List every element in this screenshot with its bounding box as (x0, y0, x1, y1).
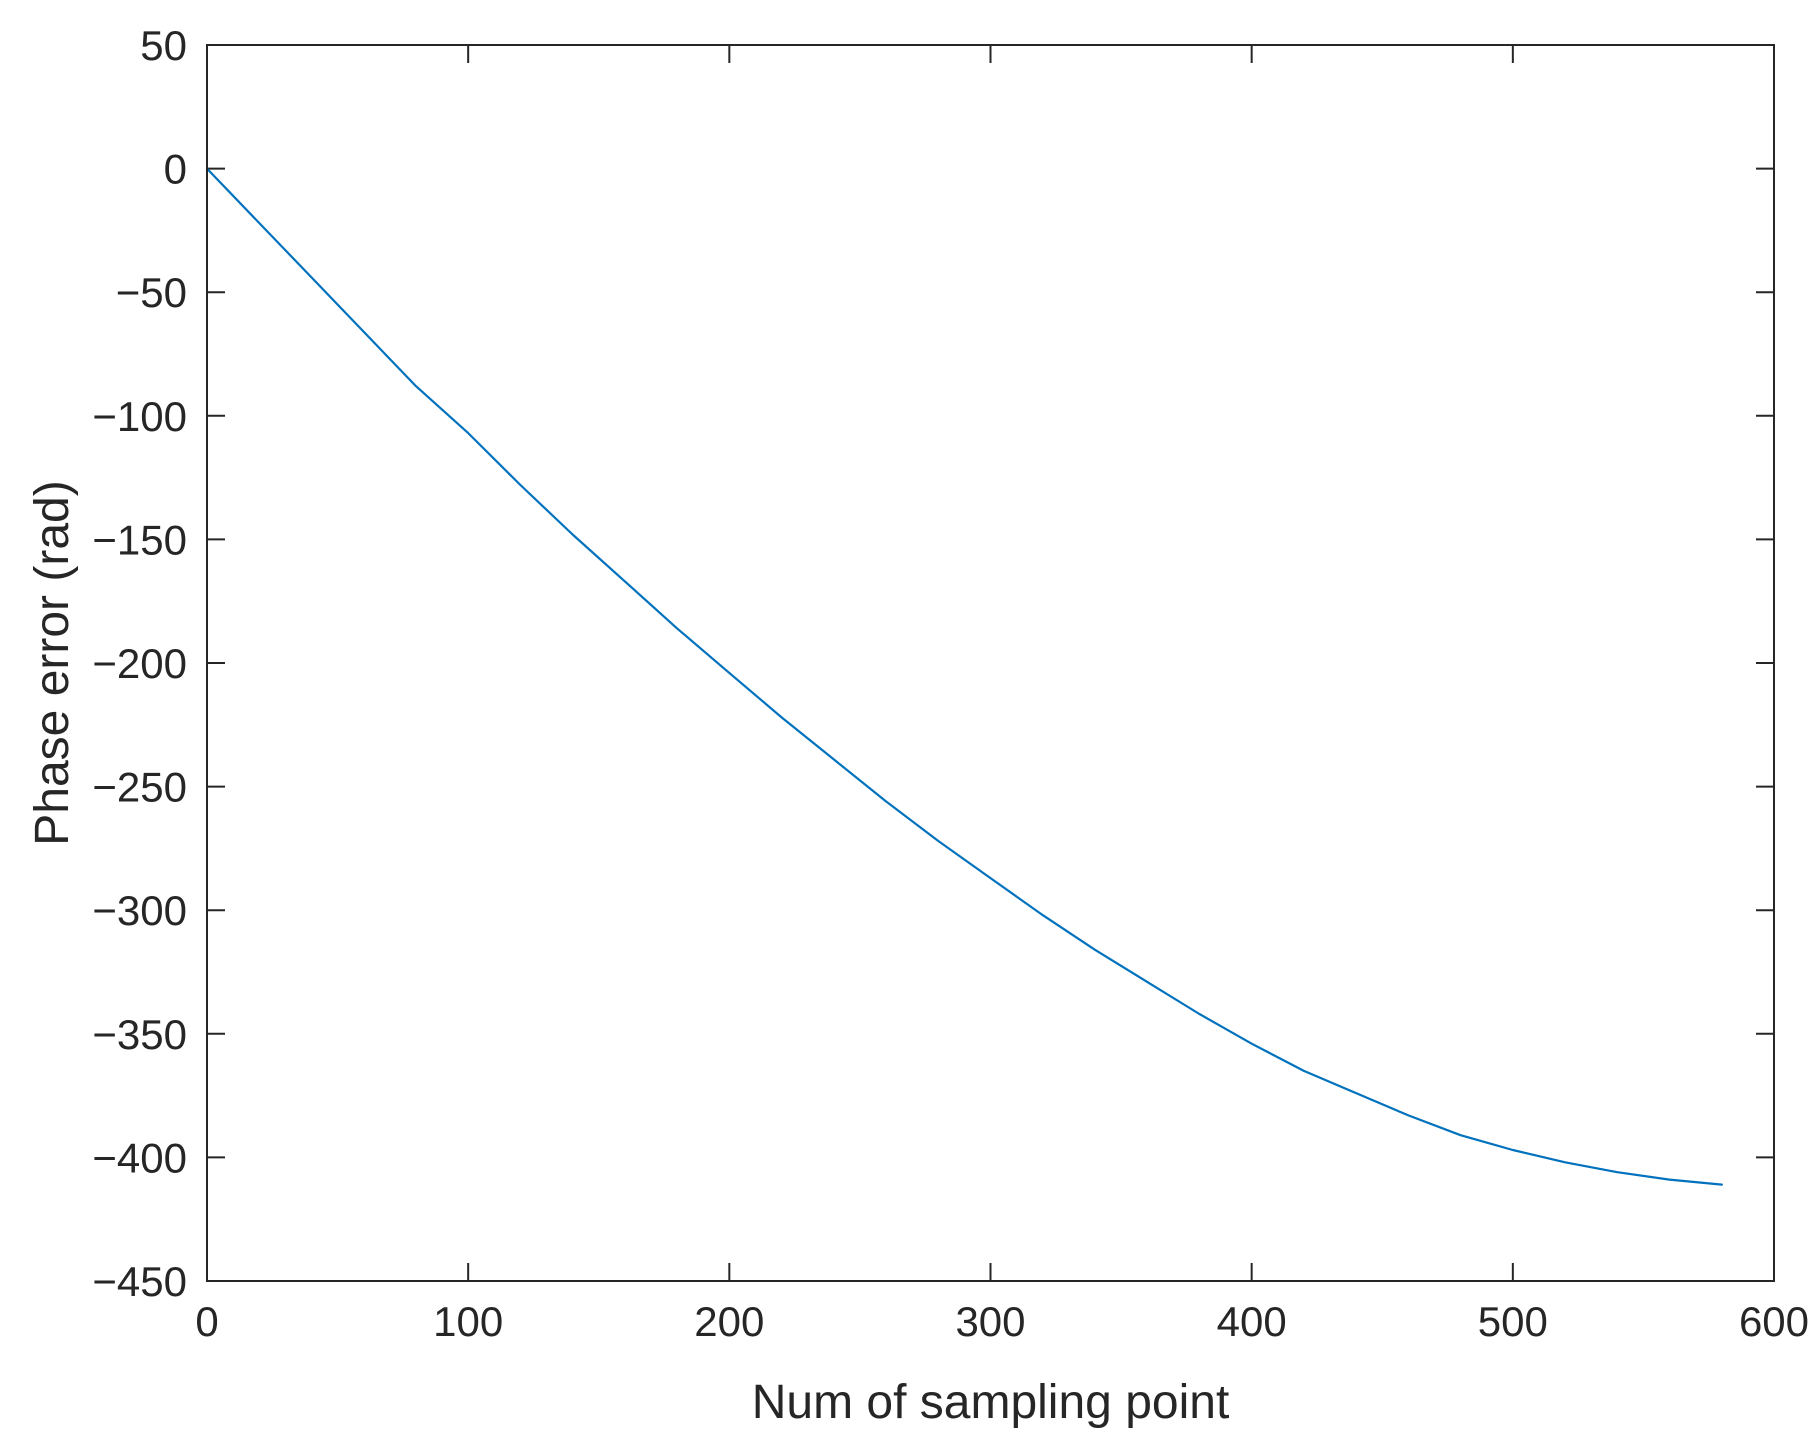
y-tick-label: −450 (92, 1258, 187, 1305)
y-tick-label: −50 (116, 269, 187, 316)
series-line-0 (205, 167, 1723, 1186)
y-tick-label: 0 (164, 146, 187, 193)
y-tick-label: 50 (140, 22, 187, 69)
x-tick-label: 400 (1217, 1298, 1287, 1345)
x-tick-label: 200 (694, 1298, 764, 1345)
x-axis-label: Num of sampling point (752, 1376, 1230, 1429)
y-axis-label: Phase error (rad) (26, 480, 79, 845)
y-tick-label: −150 (92, 516, 187, 563)
y-tick-label: −300 (92, 887, 187, 934)
y-tick-label: −100 (92, 393, 187, 440)
labels-layer: 0 100 200 300 400 500 600500−50−100−150−200−25… (92, 22, 1809, 1345)
x-tick-label: 100 (433, 1298, 503, 1345)
x-tick-label: 600 (1739, 1298, 1809, 1345)
y-tick-label: −400 (92, 1134, 187, 1181)
x-tick-label: 500 (1478, 1298, 1548, 1345)
y-tick-label: −200 (92, 640, 187, 687)
y-tick-label: −250 (92, 764, 187, 811)
x-tick-label: 0 (195, 1298, 218, 1345)
y-tick-label: −350 (92, 1011, 187, 1058)
x-tick-label: 300 (955, 1298, 1025, 1345)
plot-frame (206, 44, 1775, 1282)
series-layer (205, 167, 1723, 1186)
